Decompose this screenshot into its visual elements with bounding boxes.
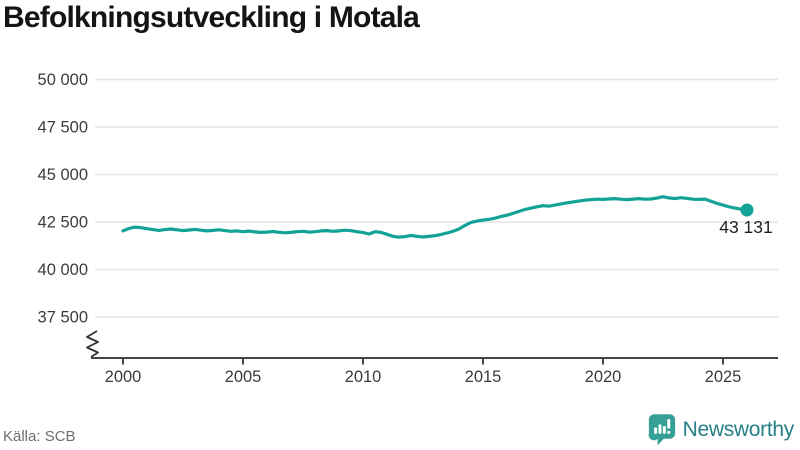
y-axis-tick-label: 37 500 bbox=[38, 309, 88, 327]
y-axis-tick-label: 42 500 bbox=[38, 214, 88, 232]
newsworthy-logo-text: Newsworthy bbox=[682, 417, 795, 441]
y-axis-tick-label: 50 000 bbox=[38, 71, 88, 89]
end-point-dot bbox=[740, 203, 754, 217]
source-label: Källa: SCB bbox=[3, 428, 76, 445]
x-axis-tick-label: 2025 bbox=[705, 368, 742, 386]
x-axis-tick-label: 2010 bbox=[345, 368, 382, 386]
end-value-label: 43 131 bbox=[719, 217, 773, 237]
x-axis-tick-label: 2020 bbox=[585, 368, 622, 386]
y-axis-tick-label: 47 500 bbox=[38, 119, 88, 137]
y-axis-tick-label: 40 000 bbox=[38, 261, 88, 279]
series-group: 43 131 bbox=[121, 195, 773, 239]
gridlines-group bbox=[95, 78, 778, 318]
newsworthy-logo-icon bbox=[648, 414, 675, 446]
x-axis-tick-label: 2005 bbox=[225, 368, 262, 386]
axis-break-icon bbox=[86, 330, 99, 358]
x-axis-group: 2000 2005 2010 2015 2020 2025 bbox=[91, 357, 778, 386]
newsworthy-logo[interactable]: Newsworthy bbox=[648, 413, 794, 446]
chart-title: Befolkningsutveckling i Motala bbox=[3, 1, 420, 34]
population-line bbox=[121, 195, 749, 239]
x-axis-tick-label: 2000 bbox=[105, 368, 142, 386]
y-axis-tick-label: 45 000 bbox=[38, 166, 88, 184]
y-axis-labels-group: 50 000 47 500 45 000 42 500 40 000 37 500 bbox=[38, 71, 88, 327]
x-axis-tick-label: 2015 bbox=[465, 368, 502, 386]
